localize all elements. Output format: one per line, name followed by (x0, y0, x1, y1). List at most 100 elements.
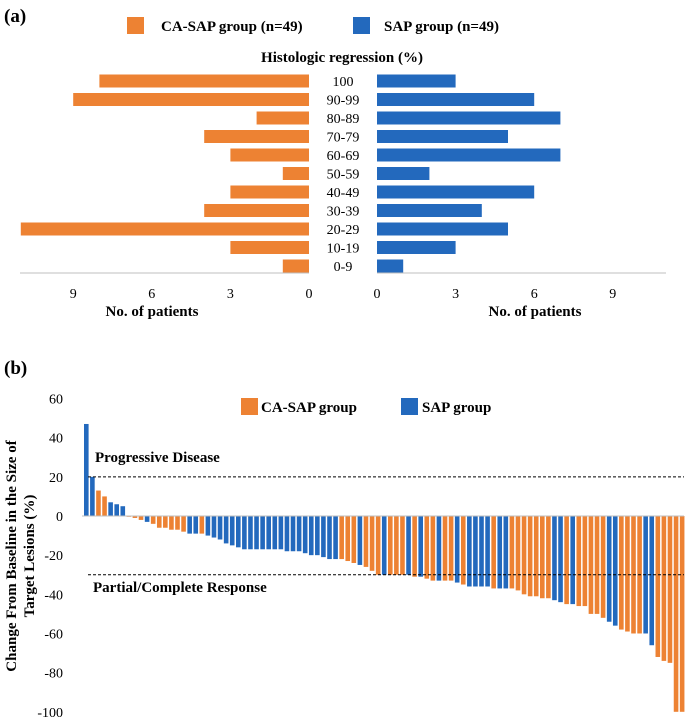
ca-sap-bar (546, 516, 551, 599)
ca-sap-bar (594, 516, 600, 614)
sap-bar (377, 259, 404, 273)
ca-sap-bar (412, 516, 417, 577)
sap-bar (90, 476, 95, 516)
panel-b-waterfall-chart: (b) CA-SAP group SAP group Change From B… (4, 358, 685, 720)
ca-sap-bar (655, 516, 661, 657)
sap-bar (467, 516, 472, 587)
ca-sap-bar (491, 516, 496, 589)
ca-sap-bar (527, 516, 533, 597)
ca-sap-bar (169, 516, 174, 530)
sap-bar (381, 516, 387, 575)
sap-bar (612, 516, 618, 626)
left-tick-label: 3 (227, 287, 234, 302)
ca-sap-bar (132, 516, 138, 518)
sap-bar (377, 130, 508, 143)
sap-bar (254, 516, 259, 550)
ca-sap-bar (345, 516, 351, 562)
ca-sap-bar (256, 111, 309, 125)
sap-bar (418, 516, 423, 577)
ca-sap-bar (230, 241, 309, 254)
sap-bar (570, 516, 575, 605)
sap-bar (454, 516, 460, 583)
y-tick-label: -60 (44, 627, 63, 642)
sap-bar (321, 516, 326, 558)
right-tick-labels: 0 3 6 9 (374, 287, 617, 302)
ca-sap-bar (175, 516, 180, 530)
ca-sap-bar (679, 516, 685, 712)
ca-sap-bar (576, 516, 582, 607)
sap-bar (272, 516, 278, 550)
ca-sap-bar (600, 516, 606, 618)
ca-sap-bar (369, 516, 375, 571)
ca-sap-bar (460, 516, 466, 585)
ca-sap-bar (515, 516, 521, 591)
ca-sap-bar (99, 74, 310, 88)
sap-bar (377, 93, 535, 106)
ca-sap-bar (156, 516, 162, 528)
ca-sap-bar (199, 516, 205, 534)
sap-bar (436, 516, 442, 581)
sap-bar (84, 423, 89, 516)
y-tick-label: -40 (44, 588, 63, 603)
y-tick-label: -100 (37, 706, 63, 720)
left-tick-label: 6 (148, 287, 155, 302)
sap-bar (606, 516, 612, 622)
y-axis-title-line2: Target Lesions (%) (22, 495, 38, 618)
category-label: 10-19 (327, 242, 360, 257)
sap-bar (406, 516, 411, 575)
y-tick-label: -20 (44, 549, 63, 564)
sap-bar (333, 516, 338, 560)
legend-b-sap-label: SAP group (422, 400, 491, 416)
ca-sap-bar (661, 516, 667, 661)
category-label: 80-89 (327, 112, 360, 127)
ca-sap-bar (351, 516, 357, 563)
legend-b-ca-sap-swatch (241, 398, 258, 415)
ca-sap-bar (282, 167, 309, 180)
sap-bar (187, 516, 192, 534)
sap-bar (479, 516, 484, 587)
y-tick-label: -80 (44, 667, 63, 682)
left-tick-label: 0 (306, 287, 313, 302)
ca-sap-bar (339, 516, 344, 560)
panel-b-label: (b) (4, 358, 27, 379)
ca-sap-bar (424, 516, 430, 579)
sap-bar (266, 516, 271, 550)
sap-bar (377, 222, 508, 236)
panel-a-title: Histologic regression (%) (261, 50, 423, 66)
sap-bar (315, 516, 320, 556)
progressive-disease-label: Progressive Disease (95, 450, 220, 466)
sap-bar (193, 516, 199, 534)
sap-bar (377, 241, 456, 254)
left-x-axis-title: No. of patients (106, 304, 199, 320)
ca-sap-bar (448, 516, 454, 581)
sap-bar (377, 74, 456, 88)
sap-bar (260, 516, 265, 550)
sap-bar (558, 516, 563, 603)
waterfall-bars (84, 423, 685, 712)
ca-sap-bar (363, 516, 369, 567)
legend-a-ca-sap-label: CA-SAP group (n=49) (161, 19, 303, 35)
left-tick-labels: 9 6 3 0 (70, 287, 313, 302)
ca-sap-bars (20, 74, 310, 273)
ca-sap-bar (667, 516, 673, 663)
ca-sap-bar (521, 516, 527, 595)
panel-a-label: (a) (4, 6, 26, 27)
sap-bar (377, 111, 561, 125)
sap-bar (114, 504, 119, 516)
ca-sap-bar (150, 516, 156, 524)
ca-sap-bar (564, 516, 569, 605)
ca-sap-bar (102, 496, 107, 516)
ca-sap-bar (533, 516, 539, 597)
sap-bar (327, 516, 332, 560)
sap-bars (377, 74, 561, 273)
sap-bar (649, 516, 655, 646)
right-tick-label: 0 (374, 287, 381, 302)
category-label: 90-99 (327, 94, 360, 109)
ca-sap-bar (163, 516, 168, 528)
y-tick-label: 20 (49, 471, 63, 486)
right-tick-label: 3 (452, 287, 459, 302)
legend-a-sap-swatch (353, 17, 370, 34)
y-axis-title-line1: Change From Baseline in the Size of (4, 439, 20, 671)
ca-sap-bar (540, 516, 545, 599)
